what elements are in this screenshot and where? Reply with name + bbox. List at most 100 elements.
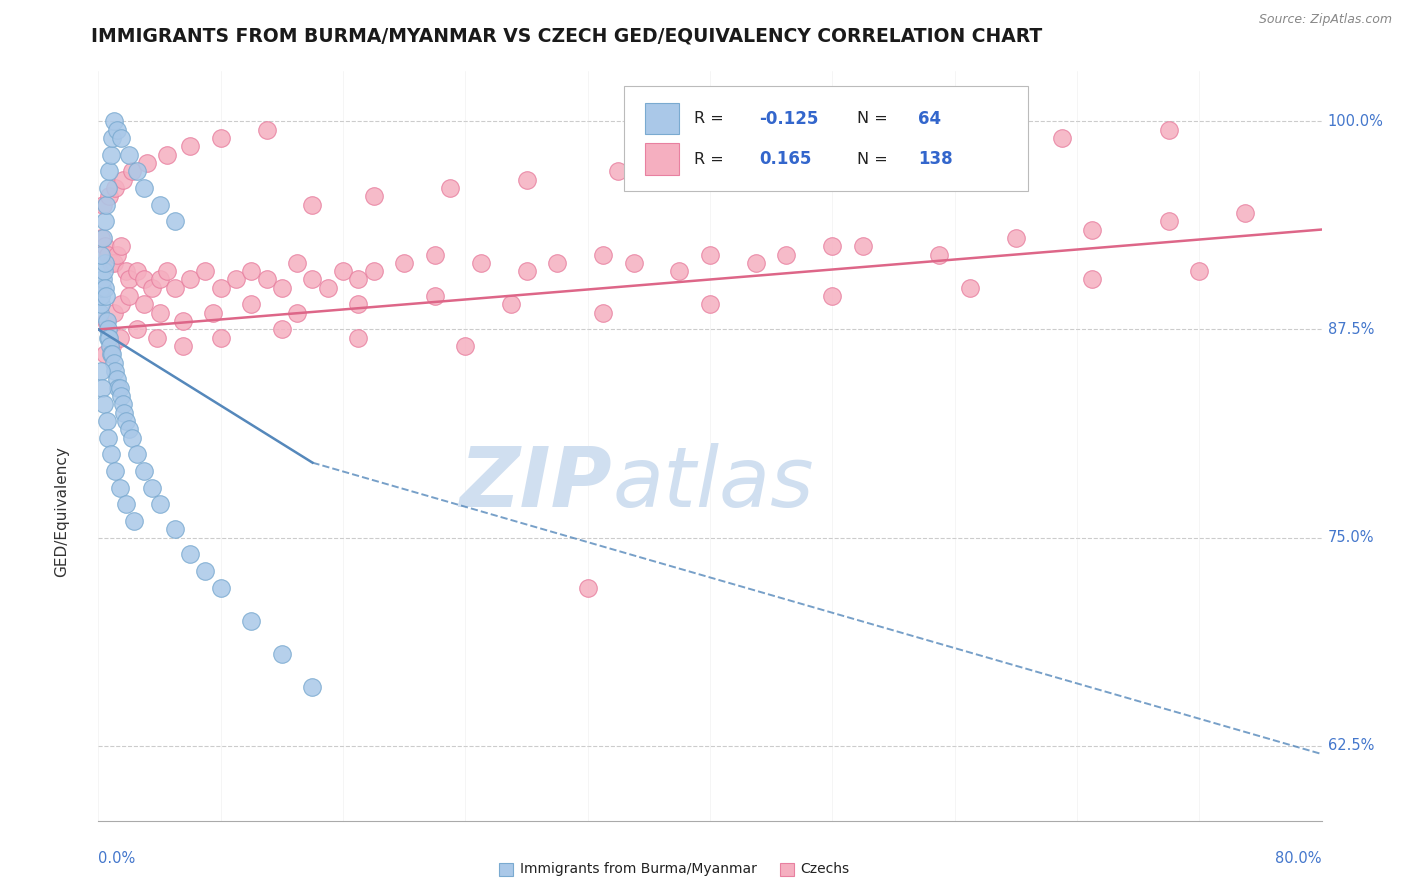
Point [209, 331, 232, 345]
Point [363, 189, 385, 203]
Point [156, 264, 179, 278]
Point [156, 147, 179, 161]
Point [100, 256, 122, 270]
Point [1234, 206, 1257, 220]
Point [959, 281, 981, 295]
Point [301, 272, 323, 286]
Point [256, 272, 278, 286]
Point [118, 289, 141, 303]
Point [97, 331, 120, 345]
Point [104, 181, 127, 195]
Point [806, 147, 828, 161]
Point [115, 264, 138, 278]
Point [1157, 214, 1180, 228]
Text: 87.5%: 87.5% [1327, 322, 1374, 337]
Point [928, 139, 950, 153]
Point [108, 381, 131, 395]
Point [107, 381, 129, 395]
Point [194, 264, 217, 278]
Point [454, 339, 477, 353]
Point [141, 481, 163, 495]
Point [115, 497, 138, 511]
Point [111, 397, 134, 411]
Point [91, 197, 114, 211]
Point [149, 197, 172, 211]
Point [347, 297, 370, 311]
Point [118, 147, 141, 161]
Point [332, 264, 354, 278]
Point [110, 389, 132, 403]
Point [93, 264, 115, 278]
Point [104, 364, 127, 378]
Text: Czechs: Czechs [801, 862, 849, 876]
Point [125, 447, 148, 461]
Point [172, 339, 194, 353]
Point [270, 647, 294, 661]
Point [98, 189, 121, 203]
Point [118, 272, 141, 286]
Point [699, 247, 721, 261]
Point [439, 181, 461, 195]
Point [121, 164, 143, 178]
Point [699, 297, 721, 311]
Text: GED/Equivalency: GED/Equivalency [55, 446, 69, 577]
Point [125, 164, 148, 178]
Point [668, 264, 690, 278]
Point [1050, 131, 1073, 145]
Point [94, 197, 117, 211]
Point [1004, 231, 1026, 245]
Point [101, 131, 124, 145]
Point [122, 514, 145, 528]
Point [1188, 264, 1211, 278]
Point [209, 131, 232, 145]
Point [623, 256, 645, 270]
Point [93, 214, 115, 228]
Point [105, 247, 128, 261]
Point [97, 247, 120, 261]
Point [423, 247, 446, 261]
Point [179, 547, 201, 561]
Point [94, 281, 117, 295]
Point [270, 322, 294, 336]
Point [110, 297, 132, 311]
Point [97, 322, 120, 336]
Point [98, 164, 121, 178]
Text: Immigrants from Burma/Myanmar: Immigrants from Burma/Myanmar [520, 862, 756, 876]
Point [110, 131, 132, 145]
Point [89, 306, 111, 320]
Point [576, 581, 599, 595]
Point [121, 431, 143, 445]
Point [225, 272, 247, 286]
Point [516, 264, 538, 278]
Point [392, 256, 416, 270]
Point [118, 422, 141, 436]
Point [1081, 272, 1104, 286]
Point [101, 339, 124, 353]
Point [1081, 222, 1104, 236]
Text: Source: ZipAtlas.com: Source: ZipAtlas.com [1258, 13, 1392, 27]
Point [852, 239, 875, 253]
Point [105, 122, 128, 136]
Point [108, 481, 131, 495]
Point [90, 297, 112, 311]
Point [136, 156, 159, 170]
Point [928, 247, 950, 261]
Point [100, 147, 122, 161]
Point [592, 247, 614, 261]
Point [516, 172, 538, 186]
Point [90, 364, 112, 378]
Point [745, 256, 768, 270]
Point [103, 356, 125, 370]
Text: 138: 138 [918, 150, 953, 168]
Point [240, 264, 263, 278]
Point [90, 247, 112, 261]
Point [240, 297, 263, 311]
Point [240, 614, 263, 628]
Text: 75.0%: 75.0% [1327, 530, 1374, 545]
Point [592, 306, 614, 320]
Point [101, 347, 124, 361]
Point [93, 239, 115, 253]
Text: 80.0%: 80.0% [1275, 851, 1322, 865]
Text: 64: 64 [918, 110, 941, 128]
Point [98, 331, 121, 345]
